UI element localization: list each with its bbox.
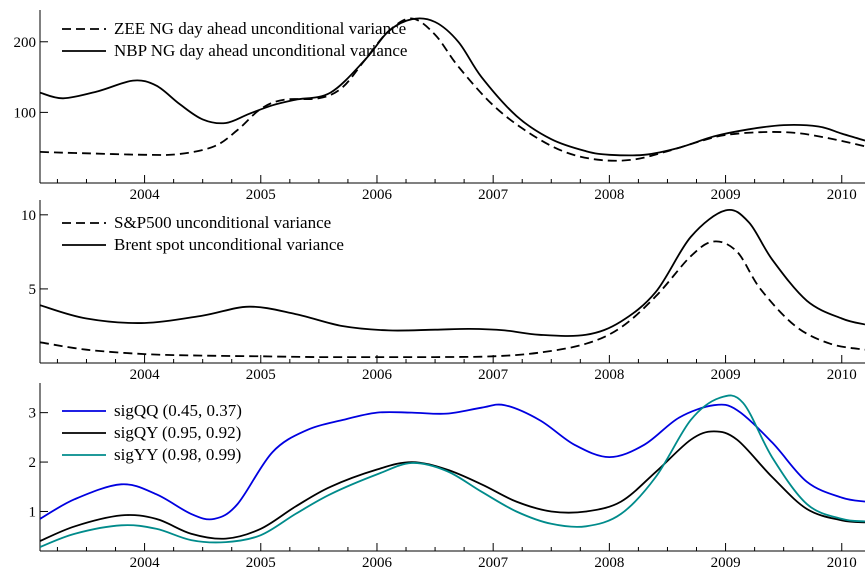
y-tick-label: 10: [21, 208, 36, 224]
y-tick-label: 1: [29, 504, 37, 520]
chart-panel-2: 2004 2005 2006 2007 2008 2009 2010 5 10 S&P500 un…: [21, 200, 865, 383]
legend-label: NBP NG day ahead unconditional variance: [114, 41, 407, 60]
x-tick-label: 2009: [711, 367, 741, 383]
x-tick-label: 2009: [711, 555, 741, 570]
x-tick-label: 2008: [594, 555, 624, 570]
chart-panel-3: 2004 2005 2006 2007 2008 2009 2010 1 2 3 sigQQ (0.…: [29, 383, 865, 570]
series-line-2-1: [40, 241, 865, 357]
y-tick-label: 200: [14, 35, 37, 51]
x-tick-label: 2009: [711, 187, 741, 203]
x-tick-label: 2004: [130, 367, 161, 383]
x-tick-label: 2004: [130, 555, 161, 570]
legend-label: sigYY (0.98, 0.99): [114, 445, 241, 464]
x-tick-label: 2008: [594, 367, 624, 383]
x-tick-label: 2007: [478, 555, 509, 570]
x-tick-label: 2008: [594, 187, 624, 203]
y-tick-label: 2: [29, 455, 37, 471]
y-tick-label: 5: [29, 282, 37, 298]
x-tick-label: 2004: [130, 187, 161, 203]
y-tick-label: 3: [29, 406, 37, 422]
x-tick-label: 2010: [827, 555, 857, 570]
x-tick-label: 2006: [362, 187, 393, 203]
x-tick-label: 2010: [827, 187, 857, 203]
legend-label: sigQY (0.95, 0.92): [114, 423, 241, 442]
legend-label: sigQQ (0.45, 0.37): [114, 401, 242, 420]
chart-panel-1: 2004 2005 2006 2007 2008 2009 2010 100 200 ZEE NG…: [14, 10, 865, 203]
x-tick-label: 2006: [362, 555, 393, 570]
legend-label: S&P500 unconditional variance: [114, 213, 331, 232]
legend-label: ZEE NG day ahead unconditional variance: [114, 19, 406, 38]
x-tick-label: 2005: [246, 187, 276, 203]
x-tick-label: 2007: [478, 187, 509, 203]
x-tick-label: 2005: [246, 367, 276, 383]
x-tick-label: 2007: [478, 367, 509, 383]
series-line-1-2: [40, 18, 865, 155]
legend-label: Brent spot unconditional variance: [114, 235, 344, 254]
x-tick-label: 2005: [246, 555, 276, 570]
x-tick-label: 2010: [827, 367, 857, 383]
x-tick-label: 2006: [362, 367, 393, 383]
y-tick-label: 100: [14, 105, 37, 121]
